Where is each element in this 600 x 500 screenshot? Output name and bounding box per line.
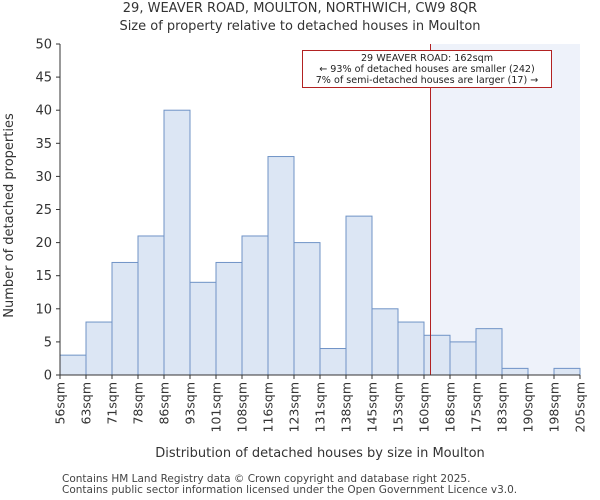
bar-2: [111, 261, 139, 376]
y-tick-label: 40: [35, 104, 52, 119]
chart-title-line2: Size of property relative to detached ho…: [119, 19, 481, 34]
bar-0: [59, 354, 87, 376]
x-tick-label: 131sqm: [313, 382, 328, 432]
x-tick-label: 71sqm: [105, 382, 120, 425]
x-tick-label: 160sqm: [417, 382, 432, 432]
bar-5: [189, 281, 217, 376]
bar-14: [423, 334, 451, 376]
annotation-line1: 29 WEAVER ROAD: 162sqm: [360, 53, 494, 64]
bar-9: [293, 242, 321, 376]
y-tick-label: 35: [35, 137, 52, 152]
x-tick-label: 198sqm: [547, 382, 562, 432]
bar-10: [319, 348, 347, 376]
x-tick-label: 183sqm: [495, 382, 510, 432]
y-axis-label: Number of detached properties: [2, 113, 17, 318]
x-tick-label: 63sqm: [79, 382, 94, 425]
footer-line2: Contains public sector information licen…: [62, 484, 518, 496]
x-tick-label: 153sqm: [391, 382, 406, 432]
highlight-region: [430, 44, 580, 375]
chart-title-line1: 29, WEAVER ROAD, MOULTON, NORTHWICH, CW9…: [122, 1, 478, 16]
bar-17: [501, 367, 529, 376]
y-tick-label: 20: [35, 236, 52, 251]
x-tick-label: 138sqm: [339, 382, 354, 432]
x-tick-label: 145sqm: [365, 382, 380, 432]
footer-line1: Contains HM Land Registry data © Crown c…: [62, 473, 471, 485]
annotation-line3: 7% of semi-detached houses are larger (1…: [315, 75, 539, 87]
bar-8: [267, 156, 295, 376]
bar-13: [397, 321, 425, 376]
bar-6: [215, 261, 243, 376]
y-tick-label: 15: [35, 269, 52, 284]
y-tick-label: 0: [44, 369, 52, 384]
x-tick-label: 116sqm: [261, 382, 276, 432]
y-tick-label: 45: [35, 71, 52, 86]
x-tick-label: 93sqm: [183, 382, 198, 425]
y-tick-label: 25: [35, 203, 52, 218]
annotation-box: 29 WEAVER ROAD: 162sqm ← 93% of detached…: [302, 50, 552, 88]
y-tick-label: 5: [44, 335, 52, 350]
x-tick-label: 108sqm: [235, 382, 250, 432]
annotation-line2: ← 93% of detached houses are smaller (24…: [319, 64, 535, 76]
bar-16: [475, 328, 503, 376]
y-tick-label: 30: [35, 170, 52, 185]
x-tick-label: 190sqm: [521, 382, 536, 432]
y-tick-label: 50: [35, 38, 52, 53]
bar-15: [449, 341, 477, 376]
y-tick-label: 10: [35, 302, 52, 317]
bar-3: [137, 235, 165, 376]
bar-4: [163, 109, 191, 376]
bar-12: [371, 308, 399, 376]
x-axis-label: Distribution of detached houses by size …: [155, 446, 485, 461]
x-tick-label: 175sqm: [469, 382, 484, 432]
x-tick-label: 123sqm: [287, 382, 302, 432]
x-tick-label: 168sqm: [443, 382, 458, 432]
x-tick-label: 205sqm: [573, 382, 588, 432]
bar-7: [241, 235, 269, 376]
bar-1: [85, 321, 113, 376]
x-tick-label: 86sqm: [157, 382, 172, 425]
bar-19: [553, 367, 581, 376]
x-tick-label: 101sqm: [209, 382, 224, 432]
bar-11: [345, 215, 373, 376]
x-tick-label: 78sqm: [131, 382, 146, 425]
x-tick-label: 56sqm: [53, 382, 68, 425]
